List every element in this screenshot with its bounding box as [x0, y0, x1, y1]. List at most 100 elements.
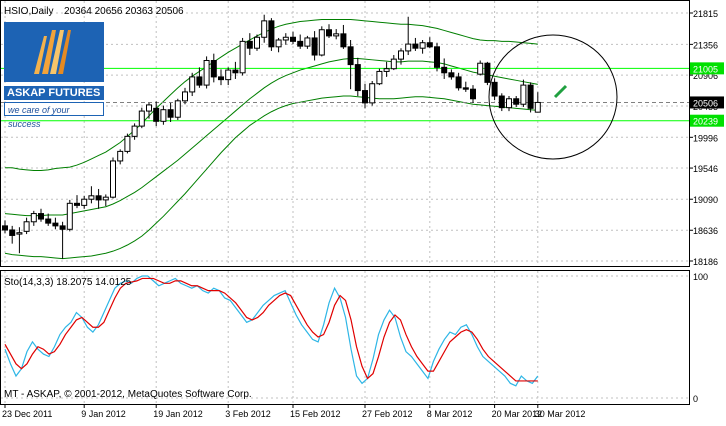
candle-body: [23, 221, 30, 232]
time-axis-label: 27 Feb 2012: [362, 409, 413, 419]
candle-body: [434, 46, 440, 68]
candle-body: [369, 83, 376, 104]
candle-body: [477, 62, 484, 75]
candle-body: [261, 20, 268, 38]
level-price-tag: [690, 114, 724, 127]
price-axis-label: 21815: [693, 9, 718, 19]
up-arrow-icon: [553, 84, 568, 99]
candle-body: [45, 218, 52, 224]
candle-body: [520, 84, 527, 105]
candle-body: [347, 46, 354, 66]
candle-body: [441, 66, 448, 74]
candle-body: [218, 76, 224, 81]
price-axis-label: 19546: [693, 164, 718, 174]
price-axis-label: 19996: [693, 133, 718, 143]
candle-body: [290, 36, 296, 42]
candle-body: [160, 109, 167, 122]
candle-body: [333, 33, 340, 37]
level-price-tag-label: 21005: [693, 64, 718, 74]
candle-body: [167, 109, 174, 118]
broker-logo: ASKAP FUTURES we care of your success: [4, 22, 104, 129]
candle-body: [362, 90, 368, 104]
price-axis-label: 21356: [693, 40, 718, 50]
broker-logo-emblem: [4, 22, 104, 82]
candle-body: [102, 196, 109, 201]
candle-body: [232, 69, 239, 74]
band-lower-line: [4, 95, 538, 260]
time-axis-label: 8 Mar 2012: [427, 409, 473, 419]
candle-body: [66, 202, 73, 230]
candle-body: [462, 87, 469, 90]
level-price-tag-label: 20239: [693, 117, 718, 127]
price-panel-frame: [0, 0, 690, 267]
candle-body: [153, 107, 160, 122]
candle-body: [2, 225, 8, 231]
candle-body: [30, 213, 37, 223]
candle-body: [383, 68, 390, 72]
candle-body: [182, 91, 188, 102]
stochastic-title: Sto(14,3,3) 18.2075 14.0125: [4, 277, 132, 288]
ohlc-readout: 20364 20656 20363 20506: [64, 6, 184, 17]
level-price-tag: [690, 62, 724, 75]
time-axis-label: 20 Mar 2012: [492, 409, 543, 419]
candle-body: [311, 37, 318, 56]
candle-body: [534, 101, 541, 113]
candle-body: [405, 43, 412, 52]
candle-body: [174, 100, 181, 118]
candle-body: [95, 195, 102, 201]
candle-body: [455, 76, 462, 89]
broker-logo-name: ASKAP FUTURES: [4, 86, 104, 100]
candle-body: [146, 104, 152, 112]
candle-body: [318, 29, 325, 56]
candle-body: [131, 125, 138, 137]
price-axis-label: 19090: [693, 195, 718, 205]
candle-body: [282, 36, 289, 41]
candle-body: [390, 58, 397, 70]
candle-body: [268, 20, 275, 48]
candle-body: [419, 42, 426, 49]
stochastic-panel-frame: [0, 270, 690, 405]
candle-body: [470, 88, 476, 100]
candle-body: [38, 213, 44, 220]
candle-body: [9, 229, 16, 236]
candle-body: [527, 84, 534, 109]
time-axis-label: 19 Jan 2012: [153, 409, 203, 419]
time-axis-label: 15 Feb 2012: [290, 409, 341, 419]
candle-body: [117, 150, 124, 162]
chart-header: HSIO,Daily: [4, 6, 53, 17]
time-axis-label: 3 Feb 2012: [225, 409, 271, 419]
candle-body: [506, 98, 512, 109]
candle-body: [448, 72, 455, 78]
stochastic-axis-label: 0: [693, 394, 698, 404]
candle-body: [254, 36, 260, 49]
price-axis-label: 20906: [693, 71, 718, 81]
candle-body: [203, 59, 210, 86]
copyright-text: MT - ASKAP, © 2001-2012, MetaQuotes Soft…: [4, 389, 252, 400]
candle-body: [275, 39, 282, 48]
price-axis-label: 18186: [693, 257, 718, 267]
highlight-circle: [488, 34, 618, 160]
band-middle-line: [4, 57, 538, 217]
time-axis-label: 23 Dec 2011: [2, 409, 52, 419]
candle-body: [354, 64, 361, 92]
candle-body: [340, 33, 347, 48]
candle-body: [513, 98, 520, 105]
candle-body: [484, 62, 491, 83]
candle-body: [297, 40, 304, 47]
stochastic-signal-line: [4, 277, 538, 382]
candle-body: [426, 42, 433, 48]
candle-body: [16, 232, 23, 235]
candle-body: [412, 43, 419, 49]
candle-body: [246, 40, 253, 49]
candle-body: [304, 37, 311, 47]
price-axis-label: 18636: [693, 226, 718, 236]
stochastic-axis-label: 100: [693, 272, 708, 282]
candle-body: [81, 198, 88, 206]
candle-body: [398, 50, 404, 60]
candle-body: [210, 59, 217, 78]
time-axis-label: 30 Mar 2012: [535, 409, 586, 419]
candle-body: [491, 81, 498, 97]
candle-body: [196, 76, 203, 86]
